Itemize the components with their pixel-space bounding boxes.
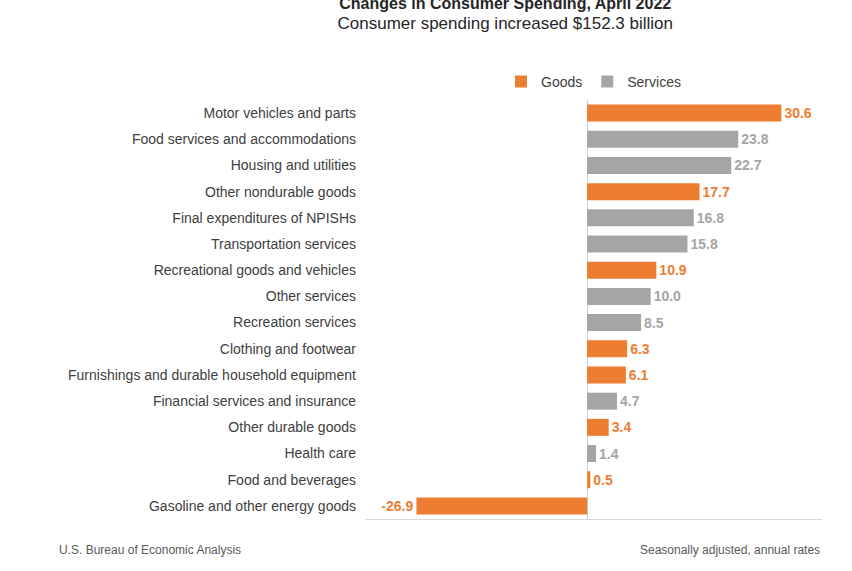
- svg-text:Other durable goods: Other durable goods: [228, 419, 356, 435]
- svg-text:Final expenditures of NPISHs: Final expenditures of NPISHs: [172, 210, 356, 226]
- svg-text:8.5: 8.5: [644, 315, 664, 331]
- svg-text:Furnishings and durable househ: Furnishings and durable household equipm…: [68, 367, 356, 383]
- svg-text:Health care: Health care: [284, 445, 356, 461]
- svg-text:0.5: 0.5: [593, 472, 613, 488]
- svg-text:Seasonally adjusted, annual ra: Seasonally adjusted, annual rates: [640, 543, 820, 557]
- svg-text:Motor vehicles and parts: Motor vehicles and parts: [203, 105, 356, 121]
- svg-text:Food services and accommodatio: Food services and accommodations: [132, 131, 356, 147]
- svg-text:Goods: Goods: [541, 74, 582, 90]
- svg-text:Clothing and footwear: Clothing and footwear: [220, 341, 357, 357]
- svg-text:16.8: 16.8: [697, 210, 724, 226]
- svg-text:U.S. Bureau of Economic Analys: U.S. Bureau of Economic Analysis: [59, 543, 241, 557]
- svg-text:22.7: 22.7: [734, 157, 761, 173]
- svg-text:Recreation services: Recreation services: [233, 314, 356, 330]
- svg-text:Financial services and insuran: Financial services and insurance: [153, 393, 356, 409]
- svg-text:30.6: 30.6: [784, 105, 811, 121]
- svg-text:Other services: Other services: [266, 288, 356, 304]
- svg-text:6.3: 6.3: [630, 341, 650, 357]
- svg-text:17.7: 17.7: [703, 184, 730, 200]
- svg-text:3.4: 3.4: [612, 419, 632, 435]
- svg-text:Transportation services: Transportation services: [211, 236, 356, 252]
- svg-text:Gasoline and other energy good: Gasoline and other energy goods: [149, 498, 356, 514]
- svg-text:Other nondurable goods: Other nondurable goods: [205, 184, 356, 200]
- svg-text:15.8: 15.8: [690, 236, 717, 252]
- svg-text:4.7: 4.7: [620, 393, 640, 409]
- svg-text:10.9: 10.9: [659, 262, 686, 278]
- svg-text:Recreational goods and vehicle: Recreational goods and vehicles: [154, 262, 356, 278]
- svg-text:23.8: 23.8: [741, 131, 768, 147]
- svg-text:6.1: 6.1: [629, 367, 649, 383]
- svg-text:10.0: 10.0: [654, 288, 681, 304]
- svg-text:-26.9: -26.9: [381, 498, 413, 514]
- svg-text:Food and beverages: Food and beverages: [228, 472, 356, 488]
- svg-text:1.4: 1.4: [599, 446, 619, 462]
- svg-text:Housing and utilities: Housing and utilities: [231, 157, 356, 173]
- svg-text:Changes in Consumer Spending,: Changes in Consumer Spending, April 2022…: [337, 0, 673, 33]
- svg-text:Services: Services: [627, 74, 681, 90]
